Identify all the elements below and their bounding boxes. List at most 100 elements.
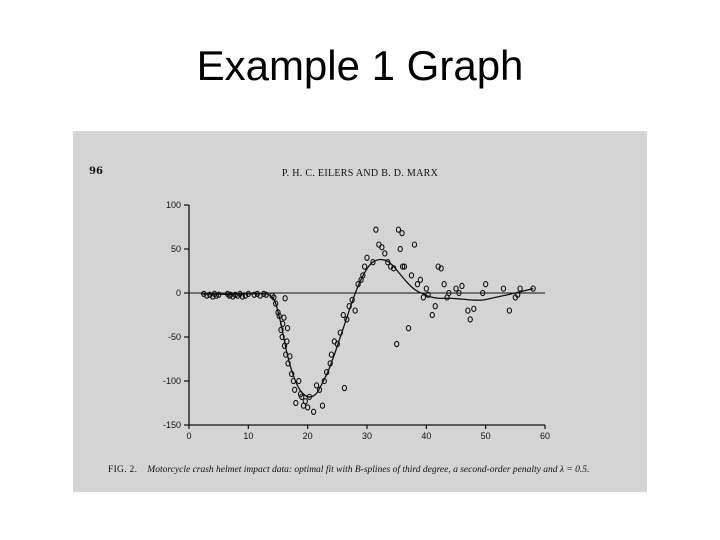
data-point <box>276 312 282 320</box>
data-point <box>391 265 397 272</box>
caption-label: FIG. 2. <box>108 465 138 475</box>
data-point <box>344 316 350 323</box>
data-point <box>364 254 370 261</box>
data-point <box>346 303 352 310</box>
x-tick-label: 40 <box>421 431 431 441</box>
data-point <box>319 402 326 409</box>
data-point <box>321 377 327 385</box>
data-point <box>293 399 299 407</box>
data-point <box>242 292 249 299</box>
data-point <box>405 325 412 332</box>
data-point <box>245 290 251 298</box>
x-tick-label: 20 <box>303 431 313 441</box>
data-point <box>280 320 286 327</box>
data-point <box>385 259 391 266</box>
data-point <box>337 329 343 336</box>
data-point <box>459 282 465 290</box>
data-point <box>417 276 424 283</box>
data-point <box>453 285 459 292</box>
data-point <box>373 226 379 233</box>
data-point <box>352 307 358 314</box>
y-tick-label: -50 <box>168 332 181 342</box>
data-point <box>287 353 293 360</box>
data-point <box>305 404 311 411</box>
scatter-plot: 100 50 0 -50 -100 -150 0 10 20 30 40 50 60 <box>163 200 550 441</box>
data-point <box>349 296 355 304</box>
data-point <box>438 265 444 272</box>
data-point <box>382 250 388 257</box>
data-point <box>271 294 277 301</box>
fit-layer <box>200 258 534 398</box>
data-point <box>232 291 238 298</box>
data-point <box>432 303 438 310</box>
data-point <box>414 281 421 288</box>
axes: 100 50 0 -50 -100 -150 0 10 20 30 40 50 60 <box>163 200 550 441</box>
y-tick-label: 50 <box>171 244 181 254</box>
caption-text: Motorcycle crash helmet impact data: opt… <box>147 465 590 475</box>
data-point <box>399 230 405 237</box>
data-point <box>467 316 473 323</box>
data-point <box>213 292 219 299</box>
data-point <box>282 295 288 302</box>
running-head: P. H. C. EILERS AND B. D. MARX <box>281 168 439 179</box>
x-tick-label: 30 <box>362 431 372 441</box>
scanned-figure: 96 P. H. C. EILERS AND B. D. MARX 100 50 0… <box>73 131 647 492</box>
y-tick-label: -150 <box>163 420 181 430</box>
data-point <box>275 309 281 316</box>
data-point <box>284 325 291 332</box>
data-point <box>480 289 486 297</box>
data-point <box>483 281 489 288</box>
y-tick-label: 0 <box>176 288 181 298</box>
data-point <box>239 293 246 300</box>
data-point <box>340 311 346 319</box>
data-point <box>465 307 471 314</box>
data-point <box>397 245 403 253</box>
figure-caption: FIG. 2. Motorcycle crash helmet impact da… <box>108 465 638 475</box>
data-point <box>216 291 222 298</box>
data-point <box>302 398 308 405</box>
data-point <box>327 360 333 367</box>
data-point <box>399 263 406 270</box>
data-point <box>204 292 210 299</box>
data-point <box>515 291 521 298</box>
y-tick-label: 100 <box>166 200 181 210</box>
data-point <box>251 291 257 298</box>
x-tick-label: 60 <box>540 431 550 441</box>
data-point <box>201 290 207 298</box>
data-point <box>429 311 435 319</box>
x-tick-label: 10 <box>243 431 253 441</box>
data-point <box>272 300 279 307</box>
data-point <box>313 382 320 389</box>
data-point <box>288 370 295 378</box>
data-point <box>334 340 340 348</box>
data-point <box>411 241 418 248</box>
x-tick-label: 50 <box>481 431 491 441</box>
fitted-curve <box>200 258 534 398</box>
data-point <box>285 360 291 367</box>
data-point <box>281 314 287 321</box>
data-point <box>423 285 429 292</box>
data-point <box>394 340 400 348</box>
data-point <box>361 263 368 270</box>
data-point <box>517 285 523 292</box>
data-point <box>420 294 427 301</box>
data-point <box>341 384 348 392</box>
data-point <box>263 291 269 298</box>
data-point <box>500 285 507 292</box>
data-point <box>435 263 441 270</box>
data-point <box>360 272 366 279</box>
data-point <box>328 351 335 358</box>
data-point <box>306 393 313 400</box>
data-point <box>456 289 462 297</box>
data-point <box>316 386 323 393</box>
points-layer <box>201 226 536 415</box>
data-point <box>284 338 290 345</box>
data-point <box>290 377 297 385</box>
data-point <box>291 386 298 393</box>
data-point <box>279 333 285 341</box>
data-point <box>281 342 288 349</box>
data-point <box>254 290 260 298</box>
data-point <box>408 272 415 279</box>
data-point <box>401 263 408 270</box>
data-point <box>506 307 513 314</box>
